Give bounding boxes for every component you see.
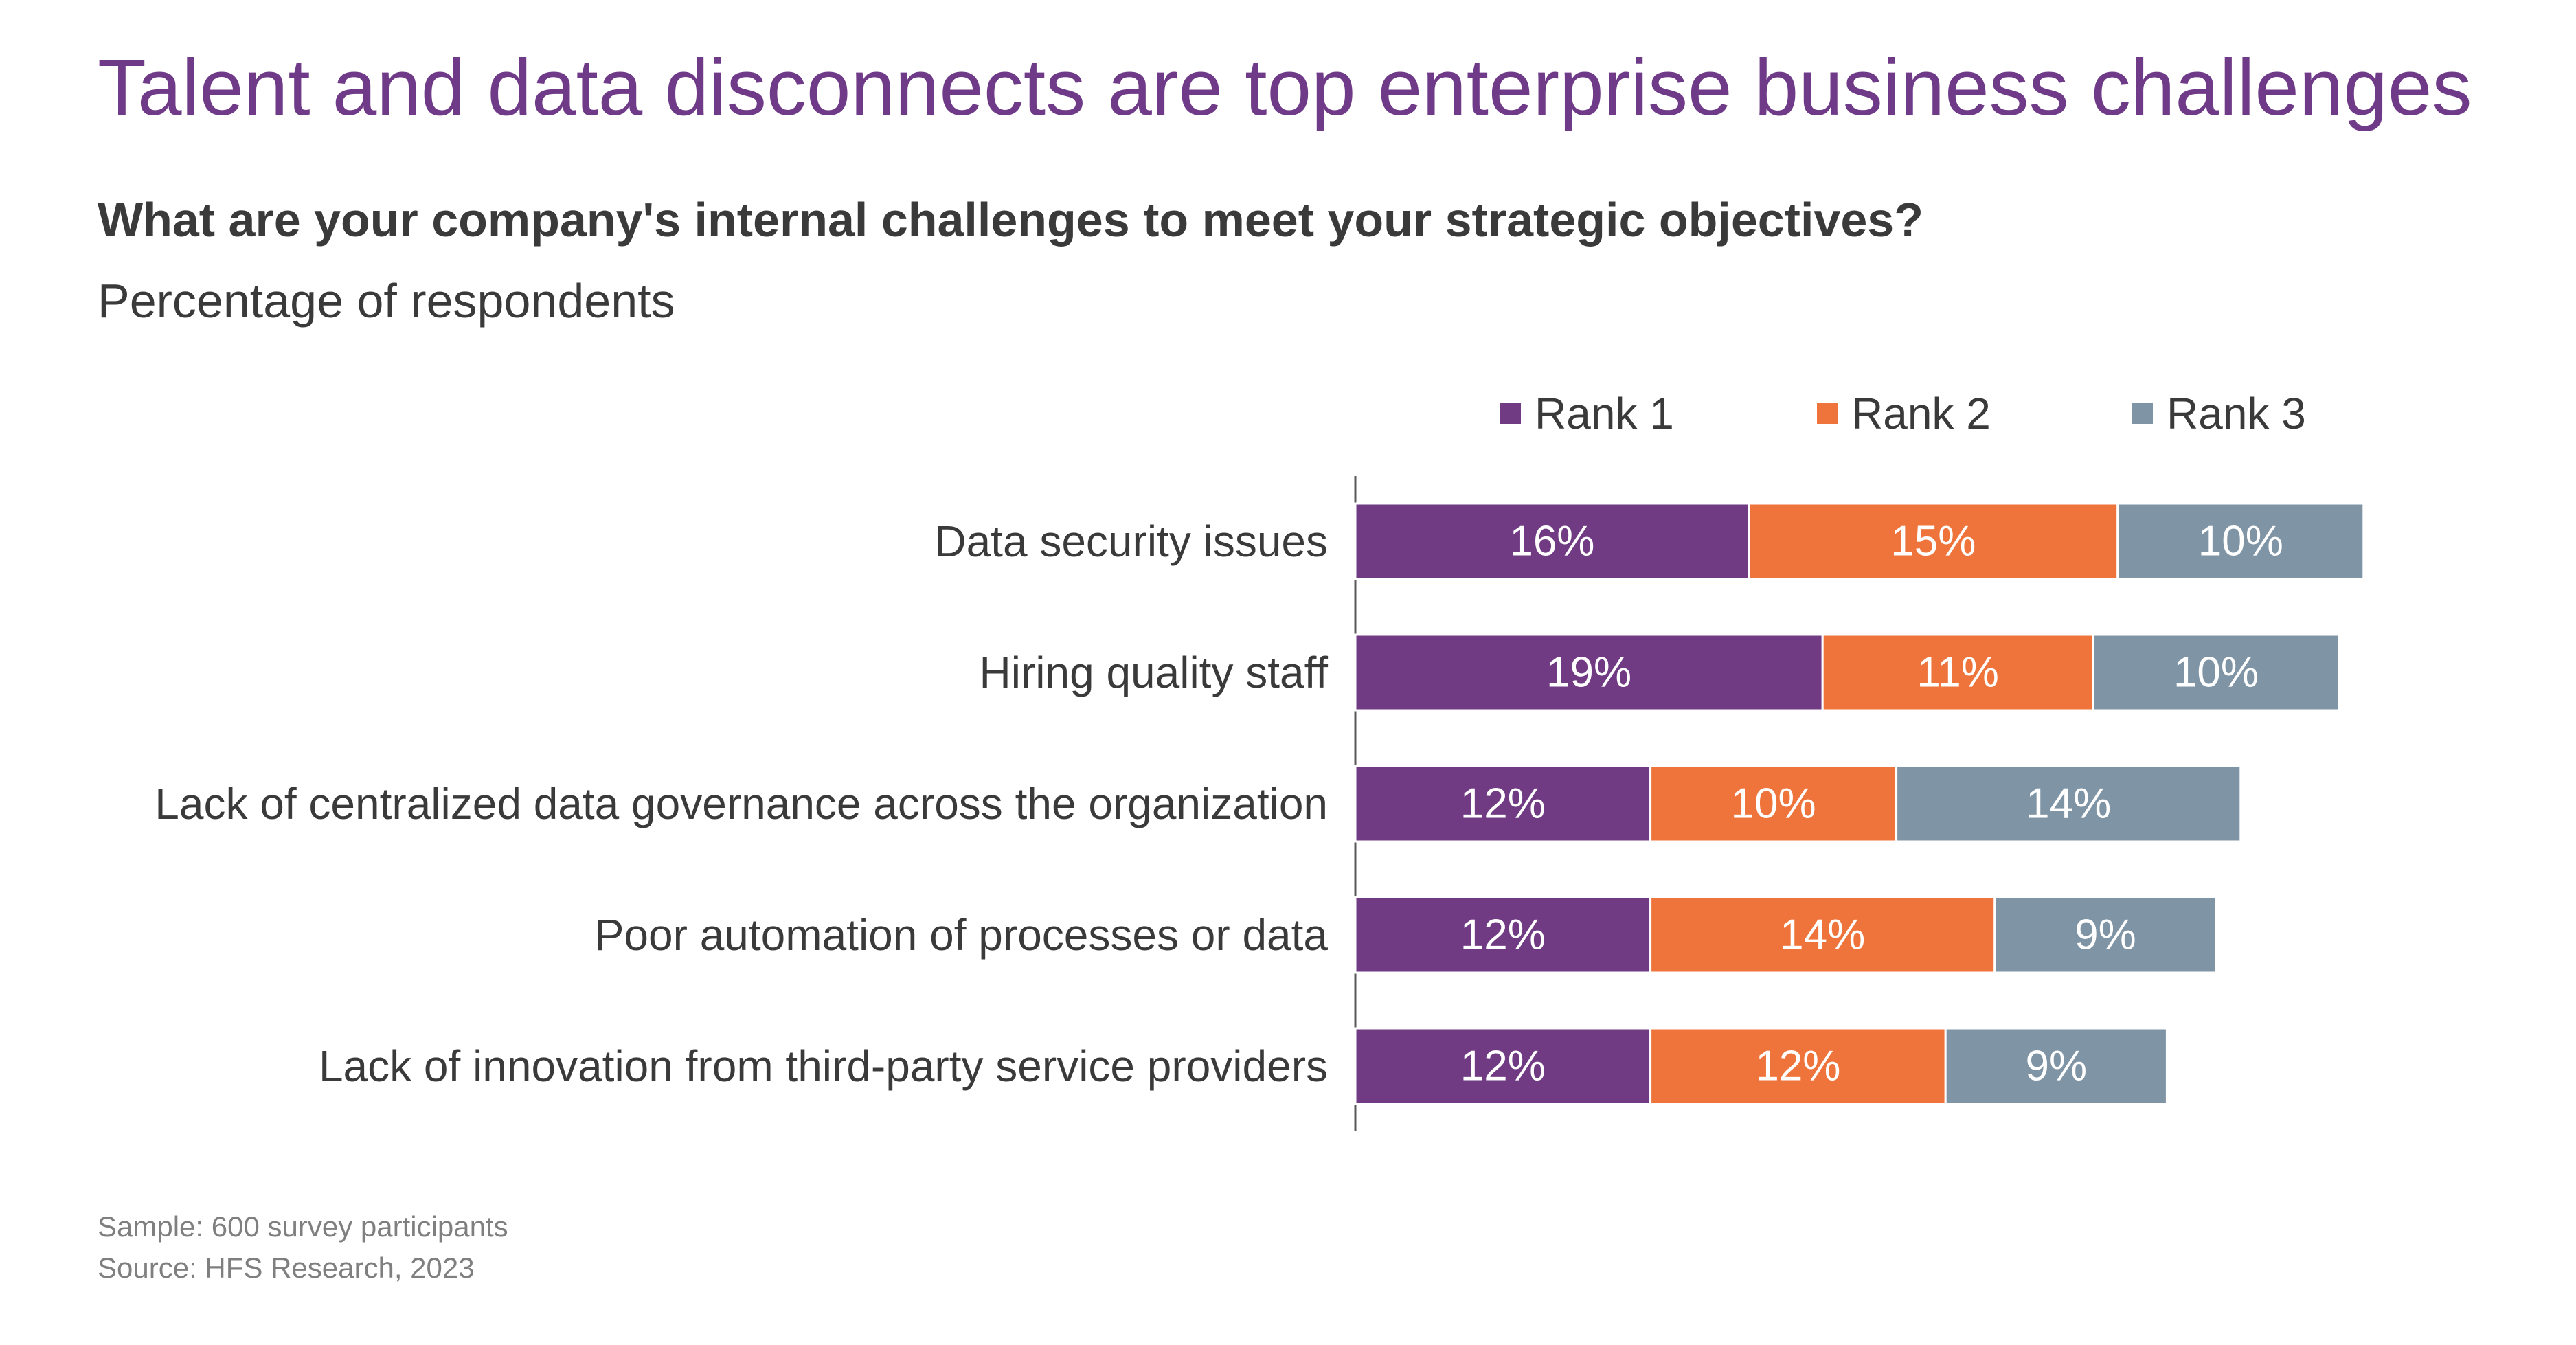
data-label-rank-2-lack-of-innovation-from-third-party-service-providers: 12% bbox=[1755, 1043, 1840, 1090]
data-label-rank-1-lack-of-innovation-from-third-party-service-providers: 12% bbox=[1460, 1043, 1546, 1090]
data-label-rank-1-data-security-issues: 16% bbox=[1509, 518, 1594, 565]
category-label-data-security-issues: Data security issues bbox=[934, 517, 1328, 566]
bar-rank-3-lack-of-centralized-data-governance-across-the-organization bbox=[1895, 765, 2242, 843]
data-label-rank-2-data-security-issues: 15% bbox=[1890, 518, 1976, 565]
bar-rank-1-poor-automation-of-processes-or-data bbox=[1354, 896, 1652, 974]
legend-swatch-rank-2 bbox=[1817, 403, 1838, 424]
bar-rank-1-hiring-quality-staff bbox=[1354, 633, 1824, 712]
bar-rank-2-poor-automation-of-processes-or-data bbox=[1649, 896, 1996, 974]
bar-rank-2-hiring-quality-staff bbox=[1821, 633, 2094, 712]
data-label-rank-3-lack-of-centralized-data-governance-across-the-organization: 14% bbox=[2026, 780, 2111, 828]
chart-subtitle: Percentage of respondents bbox=[98, 274, 675, 328]
chart-title: Talent and data disconnects are top ente… bbox=[98, 43, 2472, 132]
category-label-poor-automation-of-processes-or-data: Poor automation of processes or data bbox=[595, 910, 1329, 960]
bar-rank-3-lack-of-innovation-from-third-party-service-providers bbox=[1944, 1027, 2168, 1105]
data-label-rank-2-poor-automation-of-processes-or-data: 14% bbox=[1780, 912, 1865, 959]
legend-item-rank-3: Rank 3 bbox=[2132, 388, 2306, 439]
bar-rank-2-lack-of-innovation-from-third-party-service-providers bbox=[1649, 1027, 1947, 1105]
data-label-rank-1-lack-of-centralized-data-governance-across-the-organization: 12% bbox=[1460, 780, 1546, 828]
footnote-sample: Sample: 600 survey participants bbox=[98, 1210, 508, 1243]
data-label-rank-3-data-security-issues: 10% bbox=[2198, 518, 2283, 565]
data-label-rank-1-hiring-quality-staff: 19% bbox=[1546, 649, 1631, 697]
data-label-rank-2-hiring-quality-staff: 11% bbox=[1917, 649, 1999, 697]
bar-rank-1-data-security-issues bbox=[1354, 502, 1750, 580]
legend-item-rank-1: Rank 1 bbox=[1500, 388, 1674, 439]
bar-rank-2-data-security-issues bbox=[1748, 502, 2119, 580]
legend-swatch-rank-1 bbox=[1500, 403, 1521, 424]
category-label-hiring-quality-staff: Hiring quality staff bbox=[980, 648, 1329, 697]
legend-item-rank-2: Rank 2 bbox=[1817, 388, 1991, 439]
bar-rank-3-data-security-issues bbox=[2116, 502, 2365, 580]
data-label-rank-2-lack-of-centralized-data-governance-across-the-organization: 10% bbox=[1731, 780, 1816, 828]
bar-rank-2-lack-of-centralized-data-governance-across-the-organization bbox=[1649, 765, 1898, 843]
legend-swatch-rank-3 bbox=[2132, 403, 2153, 424]
bar-rank-3-poor-automation-of-processes-or-data bbox=[1993, 896, 2217, 974]
data-label-rank-3-lack-of-innovation-from-third-party-service-providers: 9% bbox=[2025, 1043, 2087, 1090]
category-label-lack-of-centralized-data-governance-across-the-organization: Lack of centralized data governance acro… bbox=[155, 779, 1328, 828]
chart-question: What are your company's internal challen… bbox=[98, 193, 1923, 247]
legend-label-rank-1: Rank 1 bbox=[1535, 389, 1674, 438]
data-label-rank-3-hiring-quality-staff: 10% bbox=[2173, 649, 2259, 697]
data-label-rank-3-poor-automation-of-processes-or-data: 9% bbox=[2075, 912, 2136, 959]
chart-legend: Rank 1 Rank 2 Rank 3 bbox=[0, 388, 2576, 450]
bar-rank-3-hiring-quality-staff bbox=[2092, 633, 2340, 712]
bar-rank-1-lack-of-centralized-data-governance-across-the-organization bbox=[1354, 765, 1652, 843]
category-label-lack-of-innovation-from-third-party-service-providers: Lack of innovation from third-party serv… bbox=[319, 1041, 1328, 1091]
legend-label-rank-2: Rank 2 bbox=[1851, 389, 1991, 438]
legend-label-rank-3: Rank 3 bbox=[2167, 389, 2306, 438]
footnote-source: Source: HFS Research, 2023 bbox=[98, 1252, 475, 1284]
data-label-rank-1-poor-automation-of-processes-or-data: 12% bbox=[1460, 912, 1546, 959]
